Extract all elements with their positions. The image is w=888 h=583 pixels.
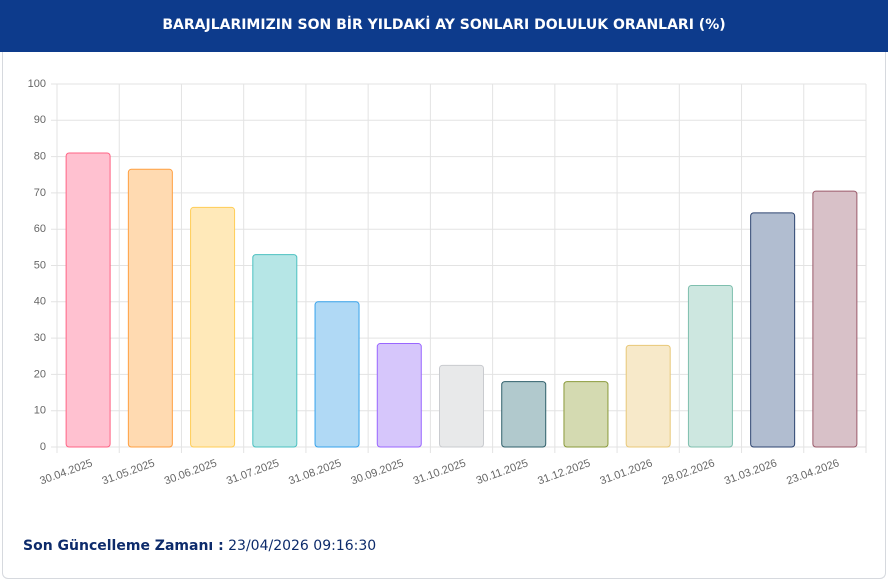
x-tick-label: 31.10.2025 [412, 457, 468, 487]
y-tick-label: 20 [34, 368, 46, 380]
y-tick-label: 90 [34, 114, 46, 126]
x-tick-label: 31.03.2026 [723, 457, 779, 487]
bar [501, 381, 547, 448]
y-tick-label: 50 [34, 259, 46, 271]
x-tick-label: 31.05.2025 [101, 457, 157, 487]
y-tick-label: 40 [34, 296, 46, 308]
chart: 0 10 20 30 40 50 60 70 80 90 100 30.04.2025 31.05.20… [28, 78, 867, 487]
bar [190, 206, 236, 448]
bar [687, 284, 733, 448]
bar [750, 212, 796, 448]
header-title: BARAJLARIMIZIN SON BİR YILDAKİ AY SONLAR… [0, 0, 888, 52]
panel [2, 52, 886, 579]
x-tick-label: 31.08.2025 [287, 457, 343, 487]
x-tick-label: 31.07.2025 [225, 457, 281, 487]
y-tick-label: 80 [34, 151, 46, 163]
x-tick-label: 30.04.2025 [38, 457, 94, 487]
bar [376, 343, 422, 448]
y-tick-label: 10 [34, 405, 46, 417]
bar [127, 168, 173, 448]
bar [314, 301, 360, 448]
x-tick-label: 30.06.2025 [163, 457, 219, 487]
x-tick-label: 30.11.2025 [475, 457, 530, 487]
y-tick-label: 70 [34, 187, 46, 199]
x-tick-label: 28.02.2026 [661, 457, 717, 487]
bar [65, 152, 111, 448]
bar [625, 344, 671, 448]
y-tick-label: 30 [34, 332, 46, 344]
x-tick-label: 30.09.2025 [349, 457, 405, 487]
bar [252, 254, 298, 448]
x-tick-label: 31.12.2025 [536, 457, 592, 487]
y-tick-label: 0 [40, 441, 46, 453]
bar [439, 364, 484, 448]
x-tick-label: 23.04.2026 [785, 457, 841, 487]
footer-label: Son Güncelleme Zamanı : [23, 538, 224, 554]
footer: Son Güncelleme Zamanı : 23/04/2026 09:16… [23, 538, 376, 554]
x-tick-label: 31.01.2026 [598, 457, 654, 487]
y-tick-label: 60 [34, 223, 46, 235]
footer-value: 23/04/2026 09:16:30 [228, 538, 377, 554]
y-tick-label: 100 [28, 78, 46, 90]
bar [812, 190, 858, 448]
bar [563, 381, 609, 448]
